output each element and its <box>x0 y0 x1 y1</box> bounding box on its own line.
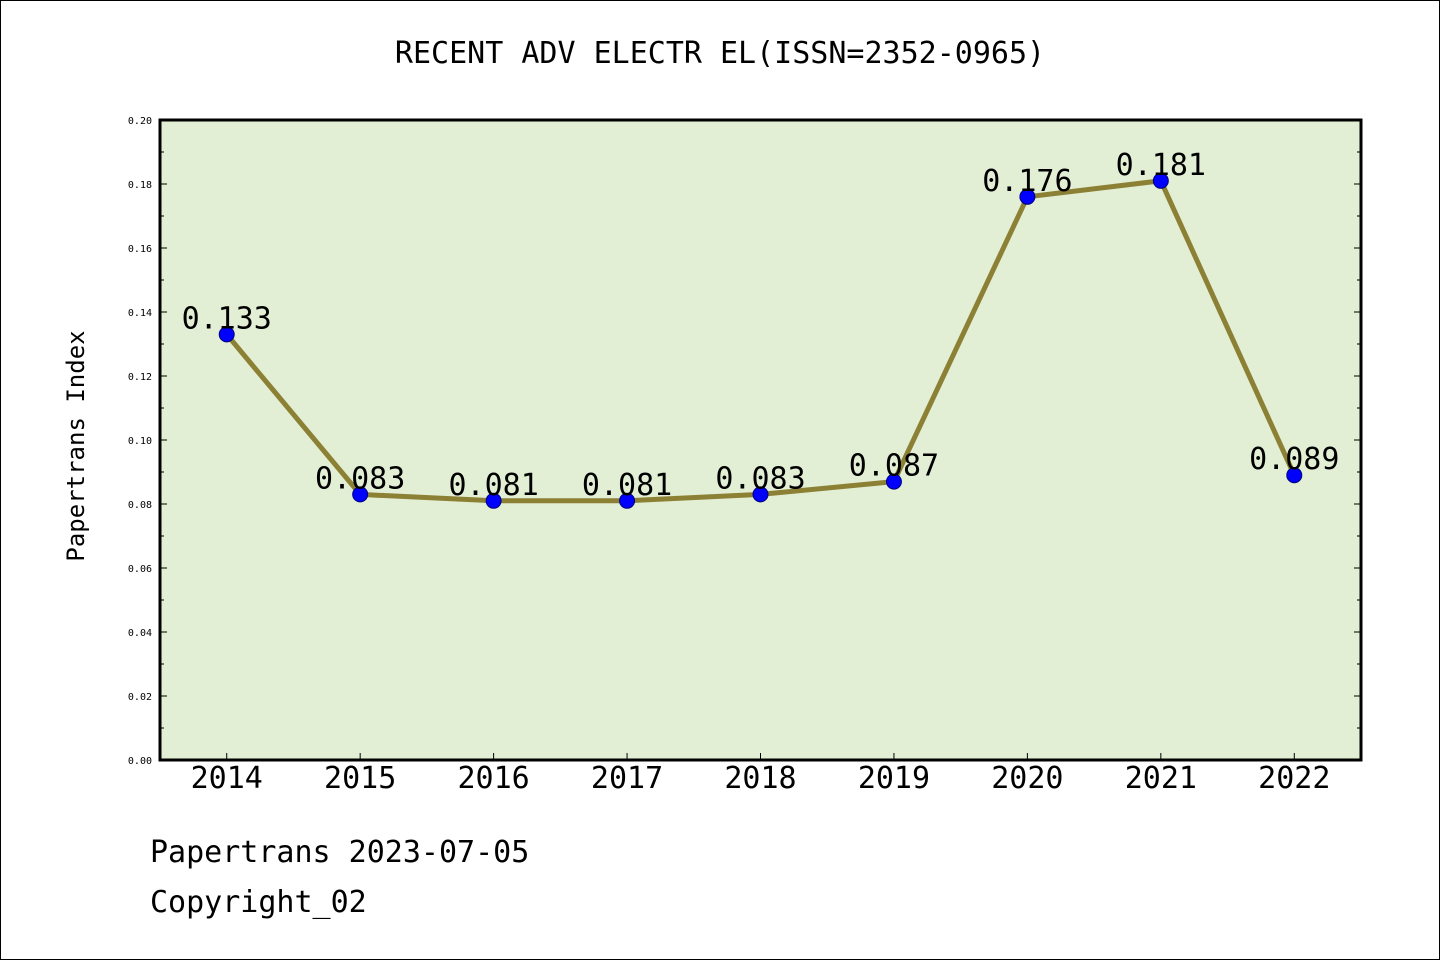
data-label: 0.083 <box>315 461 405 496</box>
data-label: 0.081 <box>582 468 672 503</box>
data-label: 0.133 <box>182 301 272 336</box>
y-tick-label: 0.02 <box>128 692 152 703</box>
data-point <box>1286 467 1303 484</box>
y-tick-label: 0.10 <box>128 436 152 447</box>
y-tick-label: 0.06 <box>128 564 152 575</box>
data-point <box>352 486 369 503</box>
data-point <box>885 473 902 490</box>
x-tick-label: 2018 <box>724 761 796 796</box>
data-point <box>218 326 235 343</box>
data-point <box>619 492 636 509</box>
y-axis-label: Papertrans Index <box>62 330 90 561</box>
y-tick-label: 0.00 <box>128 756 152 767</box>
y-tick-label: 0.20 <box>128 116 152 127</box>
y-tick-label: 0.18 <box>128 180 152 191</box>
y-tick-label: 0.04 <box>128 628 152 639</box>
data-point <box>1019 188 1036 205</box>
data-label: 0.083 <box>715 461 805 496</box>
x-tick-label: 2015 <box>324 761 396 796</box>
data-label: 0.081 <box>448 468 538 503</box>
y-tick-label: 0.16 <box>128 244 152 255</box>
footer-copyright: Copyright_02 <box>150 885 367 920</box>
y-tick-label: 0.14 <box>128 308 152 319</box>
data-point <box>752 486 769 503</box>
series-points-group <box>218 172 1303 509</box>
data-point <box>485 492 502 509</box>
chart-title: RECENT ADV ELECTR EL(ISSN=2352-0965) <box>394 36 1046 71</box>
y-tick-label: 0.12 <box>128 372 152 383</box>
y-tick-label: 0.08 <box>128 500 152 511</box>
x-tick-label: 2022 <box>1258 761 1330 796</box>
x-tick-label: 2019 <box>858 761 930 796</box>
x-tick-label: 2020 <box>991 761 1063 796</box>
footer-date: Papertrans 2023-07-05 <box>150 835 530 870</box>
data-label: 0.176 <box>982 164 1072 199</box>
data-label: 0.087 <box>849 449 939 484</box>
x-tick-label: 2016 <box>457 761 529 796</box>
x-axis: 2014 2015 2016 2017 2018 2019 2020 2021 2022 <box>191 753 1330 796</box>
x-tick-label: 2014 <box>191 761 263 796</box>
data-label: 0.089 <box>1249 442 1339 477</box>
x-tick-label: 2021 <box>1125 761 1197 796</box>
data-labels-group: 0.133 0.083 0.081 0.081 0.083 0.087 0.176 0.181… <box>182 148 1340 503</box>
x-tick-label: 2017 <box>591 761 663 796</box>
data-point <box>1152 172 1169 189</box>
plot-border <box>158 118 1363 762</box>
plot-area <box>160 120 1361 760</box>
data-label: 0.181 <box>1116 148 1206 183</box>
